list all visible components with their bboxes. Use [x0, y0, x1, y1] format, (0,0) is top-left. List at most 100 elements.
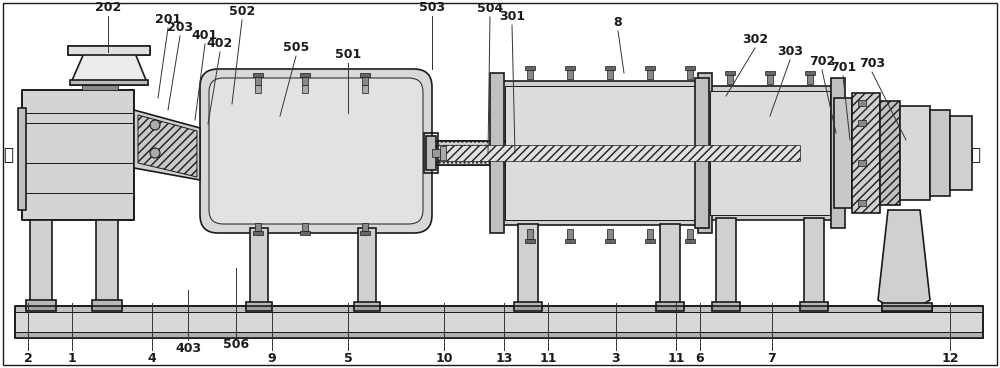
FancyBboxPatch shape: [200, 69, 432, 233]
Text: 402: 402: [207, 37, 233, 50]
Bar: [930, 110, 950, 196]
Bar: [15, 332, 983, 338]
Text: 1: 1: [68, 352, 76, 365]
Bar: [92, 306, 122, 311]
Bar: [360, 73, 370, 77]
Bar: [250, 228, 268, 306]
Bar: [605, 66, 615, 70]
Bar: [805, 71, 815, 75]
Text: 12: 12: [941, 352, 959, 365]
Bar: [430, 141, 800, 165]
Bar: [645, 66, 655, 70]
Bar: [800, 306, 828, 311]
Bar: [92, 300, 122, 308]
Bar: [362, 223, 368, 231]
Bar: [26, 300, 56, 308]
Bar: [858, 100, 866, 106]
Bar: [82, 85, 118, 90]
Bar: [900, 106, 930, 200]
Bar: [712, 302, 740, 308]
Bar: [695, 78, 709, 228]
Text: 503: 503: [419, 1, 445, 14]
Text: 201: 201: [155, 13, 181, 26]
Bar: [807, 74, 813, 84]
Bar: [800, 302, 828, 308]
Bar: [255, 85, 261, 93]
Text: 3: 3: [612, 352, 620, 365]
Circle shape: [150, 148, 160, 158]
Bar: [685, 66, 695, 70]
Text: 202: 202: [95, 1, 121, 14]
Text: 9: 9: [268, 352, 276, 365]
Bar: [647, 229, 653, 239]
Bar: [525, 239, 535, 243]
Bar: [30, 220, 52, 306]
Text: 5: 5: [344, 352, 352, 365]
FancyBboxPatch shape: [209, 78, 423, 224]
Text: 左: 左: [3, 146, 13, 164]
Bar: [687, 229, 693, 239]
Bar: [950, 116, 972, 190]
Text: 504: 504: [477, 2, 503, 15]
Bar: [567, 69, 573, 79]
Bar: [18, 108, 26, 210]
Bar: [426, 136, 436, 170]
Bar: [354, 302, 380, 308]
Bar: [645, 239, 655, 243]
Text: 701: 701: [830, 61, 856, 74]
Bar: [500, 81, 702, 225]
Bar: [880, 101, 900, 205]
Text: 702: 702: [809, 55, 835, 68]
Bar: [712, 306, 740, 311]
Bar: [302, 77, 308, 85]
Bar: [725, 71, 735, 75]
Bar: [68, 46, 150, 55]
Bar: [647, 69, 653, 79]
Bar: [430, 145, 800, 161]
Bar: [255, 77, 261, 85]
Bar: [858, 200, 866, 206]
Text: 203: 203: [167, 21, 193, 34]
Text: 6: 6: [696, 352, 704, 365]
Text: 右: 右: [970, 146, 980, 164]
Text: 302: 302: [742, 33, 768, 46]
Bar: [253, 73, 263, 77]
Polygon shape: [70, 53, 148, 85]
Text: 505: 505: [283, 41, 309, 54]
Text: 13: 13: [495, 352, 513, 365]
Text: 11: 11: [539, 352, 557, 365]
Bar: [362, 85, 368, 93]
Text: 2: 2: [24, 352, 32, 365]
Bar: [710, 91, 830, 215]
Bar: [255, 223, 261, 231]
Bar: [15, 306, 983, 338]
Bar: [687, 69, 693, 79]
Bar: [514, 306, 542, 311]
Bar: [565, 66, 575, 70]
Bar: [354, 306, 380, 311]
Text: 506: 506: [223, 338, 249, 351]
Bar: [424, 133, 438, 173]
Text: 7: 7: [768, 352, 776, 365]
Bar: [360, 231, 370, 235]
Text: 4: 4: [148, 352, 156, 365]
Bar: [716, 218, 736, 306]
Bar: [302, 223, 308, 231]
Bar: [432, 149, 440, 157]
Bar: [527, 69, 533, 79]
Bar: [656, 306, 684, 311]
Bar: [567, 229, 573, 239]
Bar: [605, 239, 615, 243]
Bar: [15, 306, 983, 312]
Text: 401: 401: [192, 29, 218, 42]
Circle shape: [150, 120, 160, 130]
Bar: [882, 306, 932, 311]
Bar: [882, 303, 932, 311]
Bar: [565, 239, 575, 243]
Bar: [858, 160, 866, 166]
Bar: [246, 306, 272, 311]
Bar: [96, 220, 118, 306]
Text: 11: 11: [667, 352, 685, 365]
Bar: [514, 302, 542, 308]
Text: 501: 501: [335, 48, 361, 61]
